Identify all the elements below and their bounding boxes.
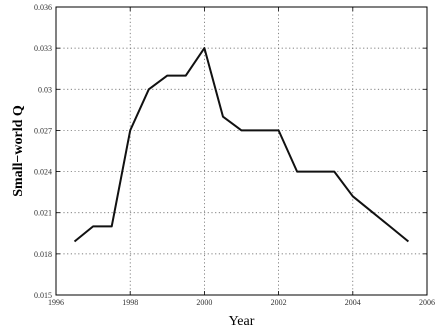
plot-frame xyxy=(55,6,428,296)
y-tick-label: 0.027 xyxy=(34,126,52,135)
y-tick-label: 0.018 xyxy=(34,250,52,259)
x-tick-label: 2002 xyxy=(271,298,287,307)
x-axis-title: Year xyxy=(229,314,255,329)
x-tick-label: 2000 xyxy=(196,298,212,307)
y-axis-title: Small−world Q xyxy=(11,105,26,197)
x-tick-label: 1996 xyxy=(48,298,64,307)
series-layer xyxy=(73,47,410,243)
grid xyxy=(56,7,427,295)
x-tick-label: 2004 xyxy=(345,298,361,307)
y-tick-label: 0.03 xyxy=(38,85,52,94)
y-tick-label: 0.021 xyxy=(34,209,52,218)
ticks: 1996 1998 2000 2002 2004 2006 0.015 0.018 0.021 0… xyxy=(34,3,435,307)
y-tick-label: 0.036 xyxy=(34,3,52,12)
x-tick-label: 1998 xyxy=(122,298,138,307)
series-line xyxy=(73,47,410,243)
y-tick-label: 0.024 xyxy=(34,168,52,177)
x-tick-label: 2006 xyxy=(419,298,435,307)
y-tick-label: 0.033 xyxy=(34,44,52,53)
y-tick-label: 0.015 xyxy=(34,291,52,300)
